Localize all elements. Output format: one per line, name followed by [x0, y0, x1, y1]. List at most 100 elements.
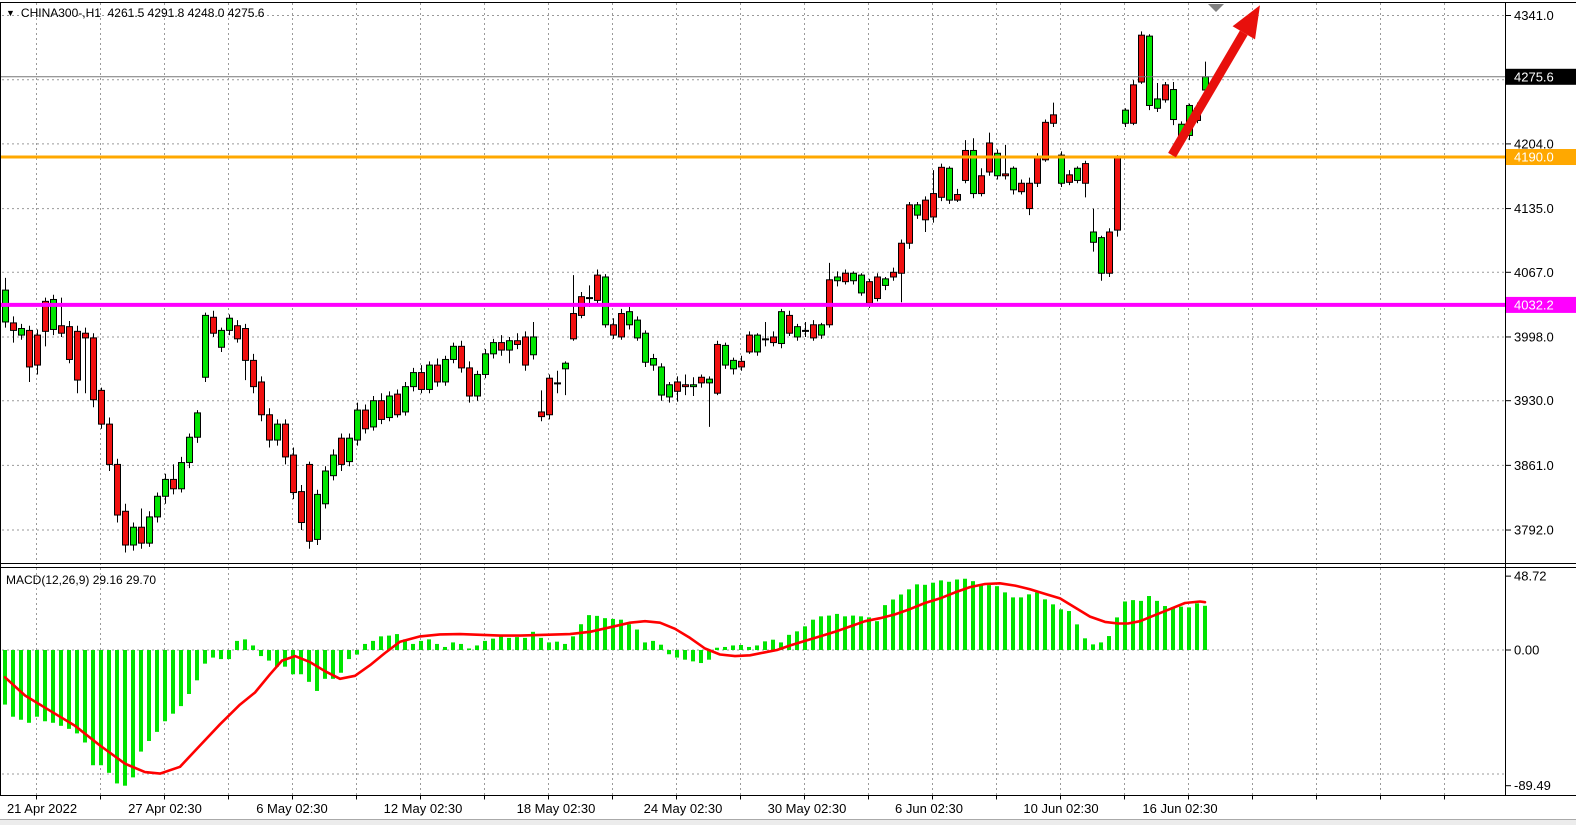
- candle: [330, 449, 337, 481]
- candle: [338, 433, 345, 471]
- macd-histogram-bar: [699, 650, 703, 664]
- candle: [1114, 155, 1121, 237]
- macd-histogram-bar: [1027, 594, 1031, 650]
- candle-body-bull: [354, 409, 361, 441]
- candle: [778, 308, 785, 349]
- candle-body-bear: [170, 478, 177, 490]
- candle-body-bear: [378, 400, 385, 420]
- candle: [34, 329, 41, 375]
- candle-body-bear: [458, 345, 465, 369]
- candle: [562, 361, 569, 396]
- candle-body-bear: [466, 367, 473, 397]
- macd-histogram-bar: [275, 650, 279, 667]
- macd-histogram-bar: [331, 650, 335, 679]
- candle: [458, 340, 465, 373]
- candle-body-bull: [426, 364, 433, 390]
- macd-histogram-bar: [907, 589, 911, 650]
- macd-pane[interactable]: [0, 568, 1505, 796]
- candle-body-bear: [770, 336, 777, 344]
- candle-body-bull: [1154, 98, 1161, 109]
- candle: [370, 396, 377, 431]
- candle-body-bull: [650, 358, 657, 366]
- candle-body-bull: [346, 437, 353, 463]
- candle-body-bull: [1146, 35, 1153, 106]
- candle: [274, 419, 281, 446]
- time-axis-label: 21 Apr 2022: [7, 801, 77, 816]
- macd-histogram-bar: [483, 640, 487, 650]
- candle-body-bull: [626, 311, 633, 326]
- candle: [386, 391, 393, 422]
- candle: [674, 376, 681, 402]
- macd-histogram-bar: [339, 650, 343, 673]
- candle-body-bear: [738, 360, 745, 368]
- candle-body-bear: [290, 454, 297, 494]
- macd-histogram-bar: [819, 616, 823, 650]
- price-axis-label: 3861.0: [1514, 458, 1554, 473]
- candle-body-bear: [522, 336, 529, 366]
- candle: [698, 374, 705, 388]
- trend-arrow-shaft[interactable]: [1168, 30, 1248, 158]
- main-chart-pane[interactable]: [0, 3, 1505, 564]
- candle: [258, 376, 265, 422]
- candle: [1138, 31, 1145, 84]
- candle: [930, 170, 937, 223]
- macd-indicator-label: MACD(12,26,9) 29.16 29.70: [6, 573, 157, 587]
- candle: [794, 323, 801, 341]
- trend-arrow[interactable]: [1168, 5, 1260, 158]
- candle-body-bear: [538, 411, 545, 418]
- macd-histogram-bar: [179, 650, 183, 707]
- candle: [306, 461, 313, 549]
- candle: [898, 239, 905, 303]
- candle-body-bull: [1090, 231, 1097, 243]
- candle: [194, 410, 201, 443]
- macd-histogram-bar: [923, 584, 927, 650]
- macd-histogram-bar: [1163, 606, 1167, 650]
- candle: [962, 140, 969, 184]
- candle-body-bear: [938, 166, 945, 198]
- candle-body-bull: [314, 493, 321, 540]
- macd-histogram-bar: [43, 650, 47, 722]
- candle: [738, 355, 745, 371]
- macd-axis-label: -89.49: [1514, 778, 1551, 793]
- candle-body-bear: [10, 322, 17, 331]
- macd-histogram-bar: [731, 645, 735, 650]
- candle: [802, 321, 809, 337]
- candle: [770, 331, 777, 347]
- candle-body-bear: [282, 423, 289, 458]
- macd-histogram-bar: [299, 650, 303, 675]
- candle: [402, 381, 409, 416]
- macd-histogram-bar: [883, 605, 887, 650]
- time-axis: 21 Apr 2022 27 Apr 02:30 6 May 02:30 12 May…: [7, 795, 1445, 816]
- trend-arrow-head[interactable]: [1232, 5, 1260, 40]
- chart-shift-marker-icon[interactable]: [1208, 4, 1224, 12]
- candle: [1002, 144, 1009, 180]
- macd-histogram-bar: [267, 650, 271, 661]
- candle-body-bear: [26, 329, 33, 368]
- macd-histogram-bar: [1171, 607, 1175, 650]
- macd-histogram-bar: [1067, 611, 1071, 650]
- candle-body-bear: [1130, 84, 1137, 124]
- candle-body-bear: [610, 324, 617, 336]
- candle: [874, 273, 881, 302]
- candle-body-bull: [1010, 167, 1017, 191]
- time-axis-label: 18 May 02:30: [517, 801, 596, 816]
- candle-body-bull: [322, 470, 329, 505]
- macd-histogram-bar: [419, 640, 423, 650]
- symbol-dropdown-icon[interactable]: ▼: [6, 8, 15, 18]
- macd-histogram-bar: [803, 626, 807, 650]
- candle: [450, 342, 457, 364]
- macd-histogram-bar: [859, 616, 863, 650]
- candle-body-bull: [754, 334, 761, 353]
- candle-body-bull: [858, 274, 865, 294]
- candle: [138, 508, 145, 549]
- candle-body-bull: [490, 342, 497, 355]
- candle: [218, 327, 225, 352]
- macd-histogram-bar: [35, 650, 39, 717]
- candle-body-bear: [906, 204, 913, 244]
- macd-histogram-bar: [323, 650, 327, 679]
- macd-histogram-bar: [667, 650, 671, 655]
- candle-body-bear: [714, 343, 721, 394]
- candle-body-bear: [978, 175, 985, 195]
- candle: [722, 342, 729, 369]
